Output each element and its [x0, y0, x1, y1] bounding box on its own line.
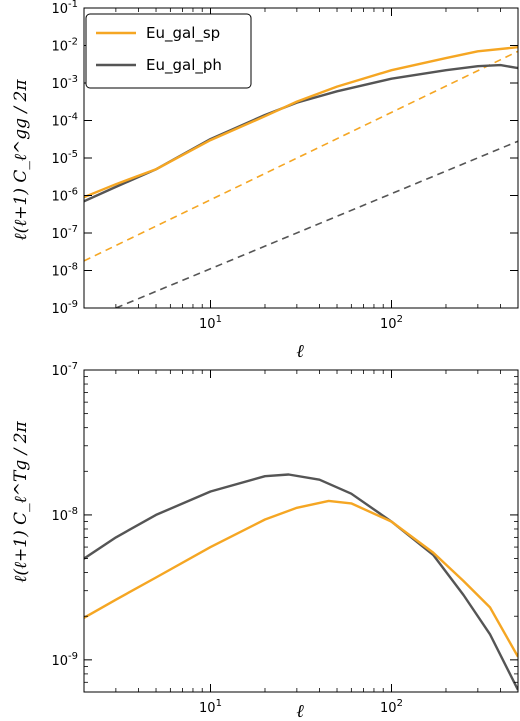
y-tick-label: 10-9 [51, 299, 78, 317]
y-tick-label: 10-6 [51, 187, 78, 205]
svg-text:ℓ(ℓ+1) C_ℓ^gg / 2π: ℓ(ℓ+1) C_ℓ^gg / 2π [11, 79, 31, 241]
y-tick-label: 10-9 [51, 651, 78, 669]
top-x-axis-label: ℓ [296, 341, 304, 362]
x-tick-label: 102 [380, 314, 403, 332]
y-tick-label: 10-7 [51, 224, 78, 242]
series-line-sp_dash-0 [84, 50, 518, 262]
series-line-ph_dash-0 [115, 140, 518, 308]
bottom-panel: 101 102 10-9 10-8 10-7 ℓ ℓ(ℓ+1) C_ℓ^Tg / 2π [11, 361, 519, 721]
y-tick-label: 10-2 [51, 37, 78, 55]
top-plot-frame [83, 7, 519, 309]
top-plot-lines [84, 46, 518, 308]
y-tick-label: 10-7 [51, 361, 78, 379]
series-line-ph-1 [84, 473, 518, 691]
legend-label-ph: Eu_gal_ph [146, 56, 222, 75]
y-tick-label: 10-3 [51, 74, 78, 92]
x-tick-label: 101 [199, 314, 222, 332]
svg-text:ℓ(ℓ+1) C_ℓ^Tg / 2π: ℓ(ℓ+1) C_ℓ^Tg / 2π [11, 420, 31, 582]
top-y-axis-label: ℓ(ℓ+1) C_ℓ^gg / 2π [11, 79, 31, 241]
x-tick-label: 102 [380, 698, 403, 716]
y-tick-label: 10-1 [51, 0, 78, 17]
series-line-sp-0 [84, 46, 518, 199]
bottom-plot-lines [84, 473, 518, 691]
y-tick-label: 10-8 [51, 506, 78, 524]
top-axis-ticks: 101 102 10-9 10-8 10-7 10-6 10-5 10-4 10-3 10-2 10… [51, 0, 519, 332]
y-tick-label: 10-4 [51, 112, 78, 130]
series-line-sp-1 [84, 499, 518, 658]
legend: Eu_gal_sp Eu_gal_ph [85, 13, 252, 89]
bottom-x-axis-label: ℓ [296, 701, 304, 721]
x-tick-label: 101 [199, 698, 222, 716]
svg-text:ℓ: ℓ [296, 701, 304, 721]
y-tick-label: 10-5 [51, 149, 78, 167]
svg-text:ℓ: ℓ [296, 341, 304, 362]
bottom-axis-ticks: 101 102 10-9 10-8 10-7 [51, 361, 519, 716]
y-tick-label: 10-8 [51, 262, 78, 280]
bottom-plot-frame [83, 369, 519, 693]
bottom-y-axis-label: ℓ(ℓ+1) C_ℓ^Tg / 2π [11, 420, 31, 582]
top-panel: 101 102 10-9 10-8 10-7 10-6 10-5 10-4 10-3 10-2 10… [11, 0, 519, 362]
legend-label-sp: Eu_gal_sp [146, 24, 220, 43]
